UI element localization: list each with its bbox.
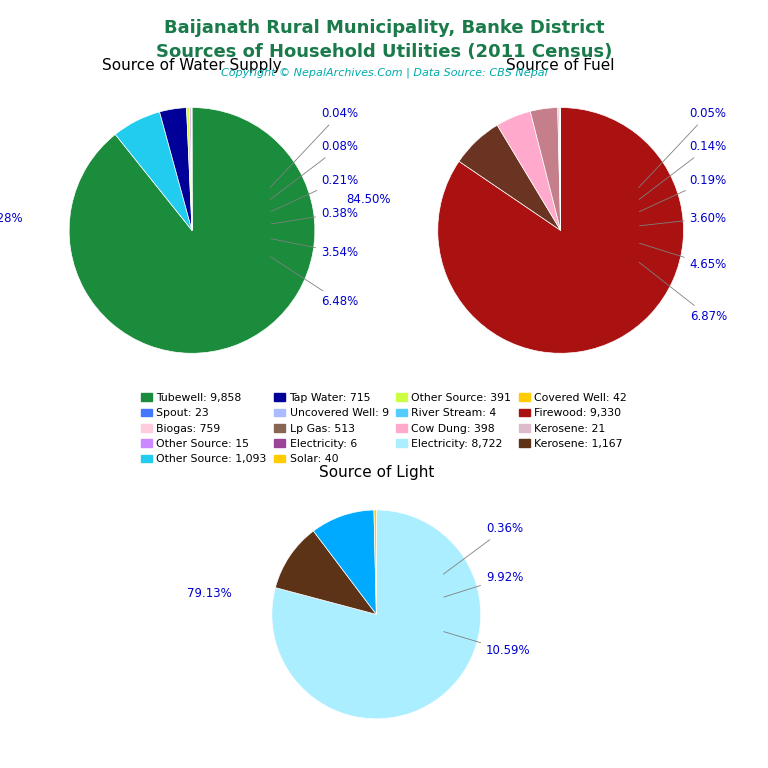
- Text: 0.05%: 0.05%: [639, 108, 727, 187]
- Legend: Tubewell: 9,858, Spout: 23, Biogas: 759, Other Source: 15, Other Source: 1,093, : Tubewell: 9,858, Spout: 23, Biogas: 759,…: [138, 389, 630, 468]
- Wedge shape: [438, 108, 684, 353]
- Wedge shape: [374, 510, 376, 614]
- Wedge shape: [558, 108, 561, 230]
- Wedge shape: [276, 531, 376, 614]
- Wedge shape: [115, 112, 192, 230]
- Text: 0.19%: 0.19%: [639, 174, 727, 212]
- Text: 3.60%: 3.60%: [640, 212, 727, 226]
- Title: Source of Fuel: Source of Fuel: [506, 58, 615, 73]
- Text: 10.59%: 10.59%: [444, 631, 531, 657]
- Wedge shape: [160, 108, 192, 230]
- Wedge shape: [272, 510, 481, 719]
- Title: Source of Light: Source of Light: [319, 465, 434, 480]
- Wedge shape: [187, 108, 192, 230]
- Text: 89.28%: 89.28%: [0, 212, 22, 224]
- Wedge shape: [530, 108, 561, 230]
- Text: 0.36%: 0.36%: [443, 522, 523, 574]
- Text: 4.65%: 4.65%: [640, 243, 727, 271]
- Text: Sources of Household Utilities (2011 Census): Sources of Household Utilities (2011 Cen…: [156, 43, 612, 61]
- Wedge shape: [69, 108, 315, 353]
- Text: 0.21%: 0.21%: [270, 174, 359, 212]
- Text: 0.08%: 0.08%: [270, 141, 358, 200]
- Wedge shape: [497, 111, 561, 230]
- Title: Source of Water Supply: Source of Water Supply: [102, 58, 282, 73]
- Text: 6.48%: 6.48%: [270, 257, 359, 308]
- Wedge shape: [459, 125, 561, 230]
- Text: 6.87%: 6.87%: [639, 262, 727, 323]
- Text: 0.14%: 0.14%: [639, 141, 727, 200]
- Text: 0.38%: 0.38%: [271, 207, 358, 224]
- Wedge shape: [191, 108, 192, 230]
- Wedge shape: [190, 108, 192, 230]
- Text: 3.54%: 3.54%: [271, 239, 358, 259]
- Wedge shape: [313, 510, 376, 614]
- Text: 79.13%: 79.13%: [187, 587, 232, 600]
- Text: 84.50%: 84.50%: [346, 194, 391, 206]
- Text: 9.92%: 9.92%: [444, 571, 523, 597]
- Text: 0.04%: 0.04%: [270, 108, 358, 187]
- Text: Copyright © NepalArchives.Com | Data Source: CBS Nepal: Copyright © NepalArchives.Com | Data Sou…: [220, 68, 548, 78]
- Text: Baijanath Rural Municipality, Banke District: Baijanath Rural Municipality, Banke Dist…: [164, 19, 604, 37]
- Wedge shape: [559, 108, 561, 230]
